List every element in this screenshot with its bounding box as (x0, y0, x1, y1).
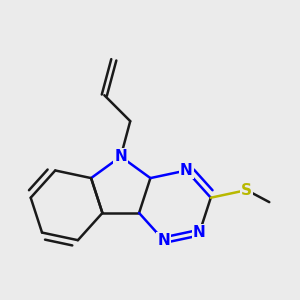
Text: N: N (157, 233, 170, 248)
Text: N: N (193, 225, 206, 240)
Text: S: S (241, 183, 252, 198)
Text: N: N (114, 149, 127, 164)
Text: N: N (180, 163, 193, 178)
